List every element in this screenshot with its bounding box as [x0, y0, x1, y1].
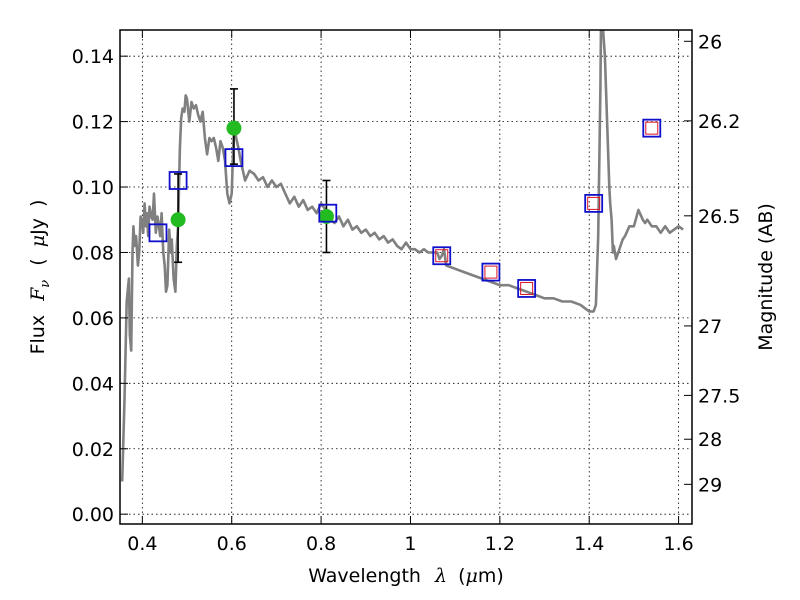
x-tick-label: 0.4 — [127, 533, 157, 555]
y-tick-label: 0.10 — [72, 177, 114, 199]
y-axis-title-symbol: F — [27, 287, 49, 302]
observed-point — [226, 120, 242, 136]
y-axis-title-open: ( — [27, 258, 49, 265]
y2-tick-label: 29 — [698, 474, 722, 496]
y2-tick-label: 27 — [698, 316, 722, 338]
y-tick-label: 0.14 — [72, 46, 114, 68]
x-axis-title-open: ( — [458, 565, 465, 587]
y2-tick-label: 27.5 — [698, 385, 740, 407]
model-photometry-box — [517, 279, 537, 298]
x-axis-title-symbol: λ — [434, 565, 447, 587]
y-tick-label: 0.08 — [72, 242, 114, 264]
model-photometry-boxes — [148, 118, 662, 298]
x-tick-label: 1.6 — [663, 533, 693, 555]
plot-frame — [119, 29, 693, 525]
x-axis-title-prefix: Wavelength — [308, 565, 421, 587]
model-photometry-box — [224, 148, 244, 167]
y-axis-title-prefix: Flux — [27, 315, 49, 355]
y-axis-title-mu: μ — [27, 235, 49, 247]
y-tick-label: 0.02 — [72, 439, 114, 461]
y2-tick-label: 26 — [698, 31, 722, 53]
model-photometry-box — [432, 246, 452, 266]
y-axis-ticks: 0.00 0.02 0.04 0.06 0.08 0.10 0.12 0.14 — [72, 46, 128, 526]
x-tick-label: 0.6 — [217, 533, 247, 555]
y2-tick-label: 26.2 — [698, 111, 740, 133]
y-axis-title-rest: Jy — [27, 218, 49, 236]
model-spectrum-line — [120, 30, 684, 482]
model-photometry-box — [642, 118, 662, 138]
model-photometry-box — [318, 203, 338, 223]
grid-lines — [120, 30, 692, 524]
observed-point — [170, 212, 186, 228]
model-photometry-box — [168, 171, 188, 190]
x-axis-title-mu: μ — [466, 565, 478, 587]
y-tick-label: 0.12 — [72, 112, 114, 134]
y-axis-title-close: ) — [27, 200, 49, 207]
x-axis-ticks: 0.4 0.6 0.8 1 1.2 1.4 1.6 — [127, 30, 694, 555]
y-tick-label: 0.06 — [72, 308, 114, 330]
y-tick-label: 0.00 — [72, 504, 114, 526]
x-axis-title-rest: m) — [478, 565, 504, 587]
x-tick-label: 0.8 — [306, 533, 336, 555]
y2-axis-title: Magnitude (AB) — [755, 203, 777, 351]
x-tick-label: 1 — [404, 533, 416, 555]
plot-area — [120, 30, 684, 482]
y-axis-title-sub: ν — [38, 280, 53, 288]
x-tick-label: 1.4 — [574, 533, 604, 555]
observed-point — [318, 208, 334, 224]
y-tick-label: 0.04 — [72, 373, 114, 395]
model-photometry-box — [148, 223, 168, 243]
observed-points — [170, 120, 334, 228]
y2-tick-label: 28 — [698, 429, 722, 451]
y-axis-title: Flux Fν ( μJy ) — [27, 200, 54, 355]
model-photometry-box — [481, 262, 501, 282]
x-tick-label: 1.2 — [485, 533, 515, 555]
y2-tick-label: 26.5 — [698, 206, 740, 228]
y2-axis-ticks: 26 26.2 26.5 27 27.5 28 29 — [684, 31, 740, 496]
model-photometry-box — [584, 193, 604, 213]
x-axis-title: Wavelength λ (μm) — [308, 565, 504, 587]
